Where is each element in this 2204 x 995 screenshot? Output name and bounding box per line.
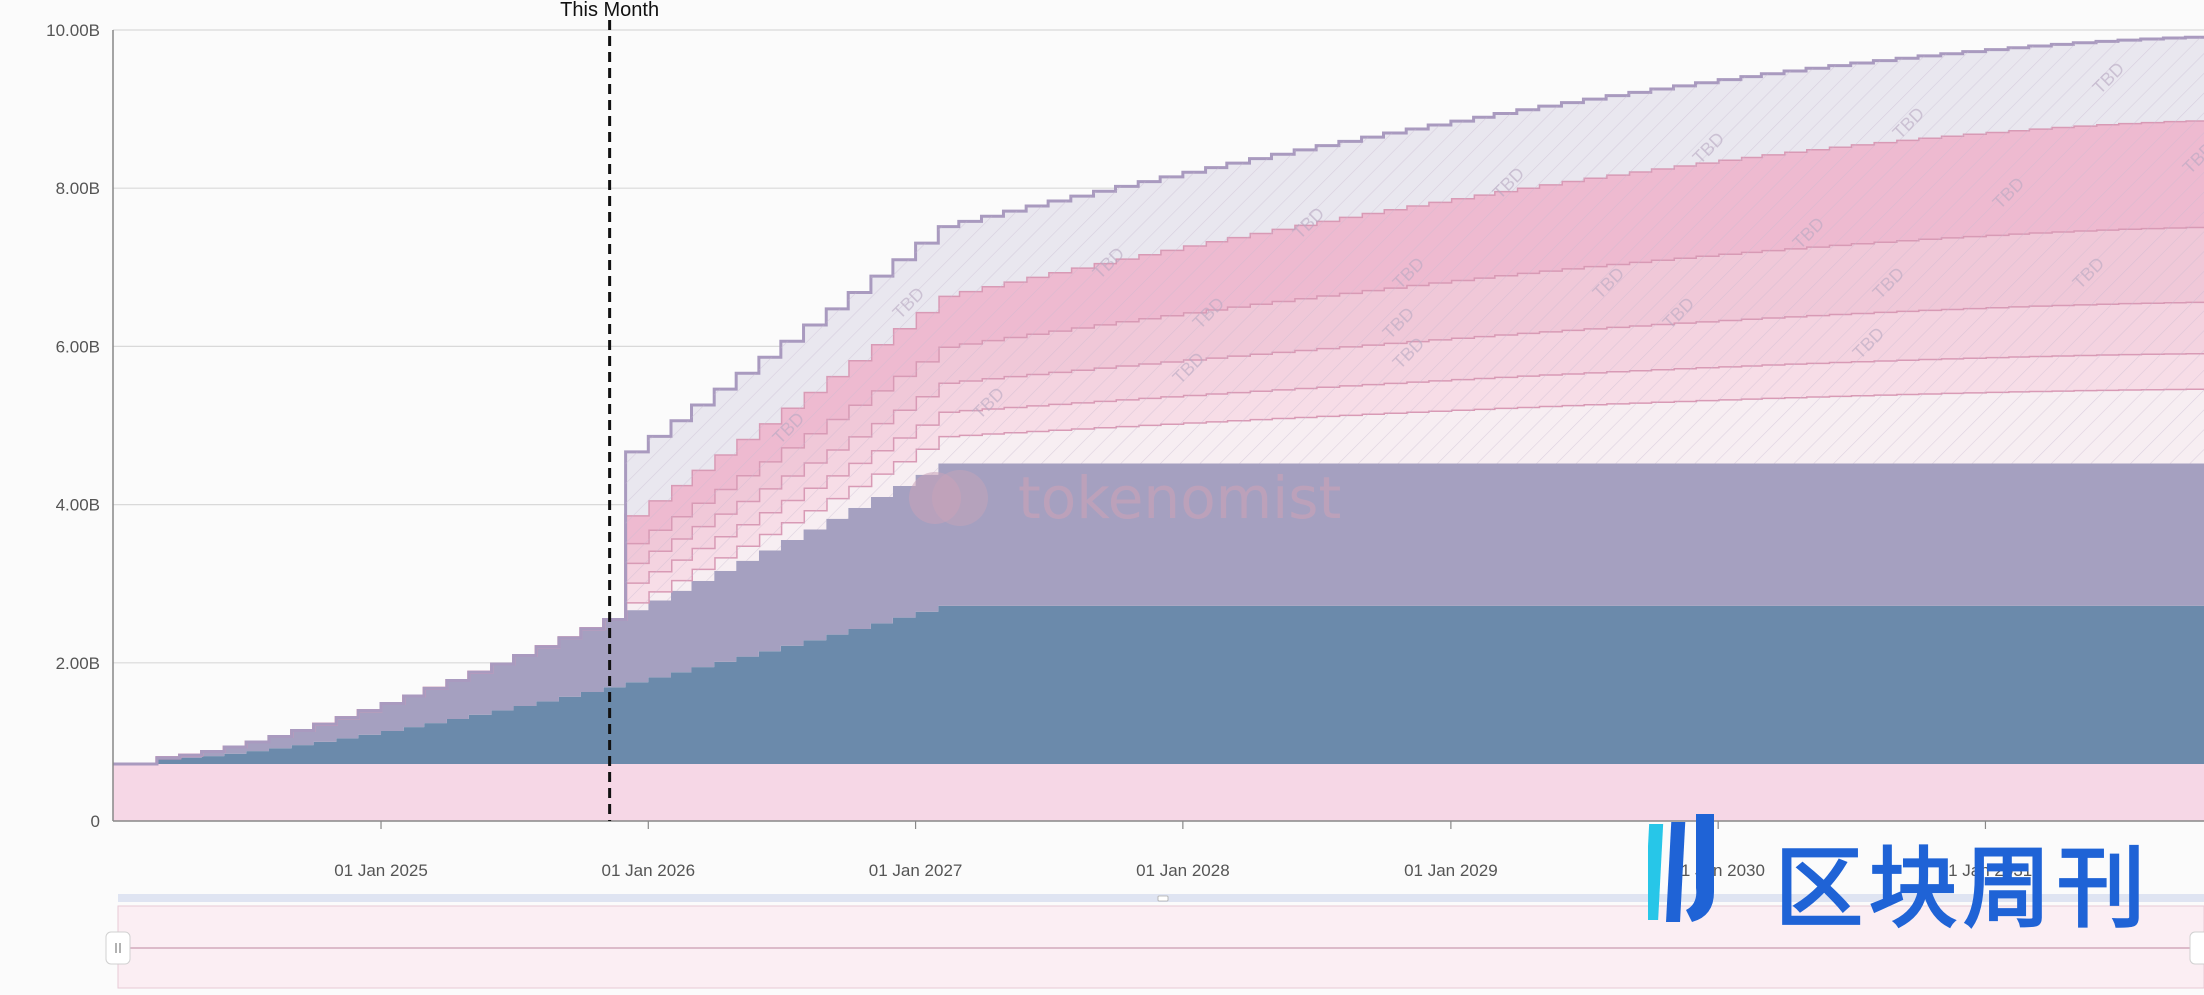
series-hatch: [113, 226, 2204, 765]
y-tick-label: 8.00B: [56, 179, 100, 198]
x-tick-label: 01 Jan 2031: [1939, 861, 2033, 880]
navigator-scroll-handle[interactable]: [1157, 895, 1169, 902]
x-tick-label: 01 Jan 2027: [869, 861, 963, 880]
brand-mark-icon: [1644, 814, 1714, 922]
this-month-marker: This Month: [560, 0, 659, 821]
brand-text: 区块周刊: [1775, 837, 2152, 940]
x-tick-label: 01 Jan 2029: [1404, 861, 1498, 880]
series-fill: [113, 605, 2204, 765]
projected-hatch: [113, 37, 2204, 765]
navigator-right-handle[interactable]: [2189, 931, 2204, 965]
x-tick-label: 01 Jan 2025: [334, 861, 428, 880]
series-hatch: [113, 120, 2204, 765]
y-tick-label: 10.00B: [46, 21, 100, 40]
series-area-0: [113, 764, 2204, 821]
brand-logo: [1644, 808, 2204, 928]
y-tick-label: 2.00B: [56, 654, 100, 673]
series-fill: [113, 764, 2204, 821]
series-area-2: [113, 463, 2204, 765]
series-area-1: [113, 605, 2204, 765]
x-tick-label: 01 Jan 2026: [602, 861, 696, 880]
watermark-text: tokenomist: [1018, 464, 1341, 532]
navigator-left-handle[interactable]: [105, 931, 131, 965]
y-tick-label: 0: [91, 812, 100, 831]
series-hatch: [113, 388, 2204, 765]
tokenomist-watermark: tokenomist: [909, 464, 1341, 532]
x-tick-label: 01 Jan 2030: [1671, 861, 1765, 880]
series-fill: [113, 463, 2204, 765]
x-tick-label: 01 Jan 2028: [1136, 861, 1230, 880]
y-tick-label: 6.00B: [56, 337, 100, 356]
series-hatch: [113, 301, 2204, 765]
marker-label: This Month: [560, 0, 659, 21]
y-tick-label: 4.00B: [56, 496, 100, 515]
range-navigator[interactable]: [105, 894, 2204, 989]
navigator-area[interactable]: [117, 905, 2204, 989]
axes: 0 2.00B 4.00B 6.00B 8.00B 10.00B 01 Jan 2025 01…: [46, 21, 2204, 880]
series-hatch: [113, 37, 2204, 765]
